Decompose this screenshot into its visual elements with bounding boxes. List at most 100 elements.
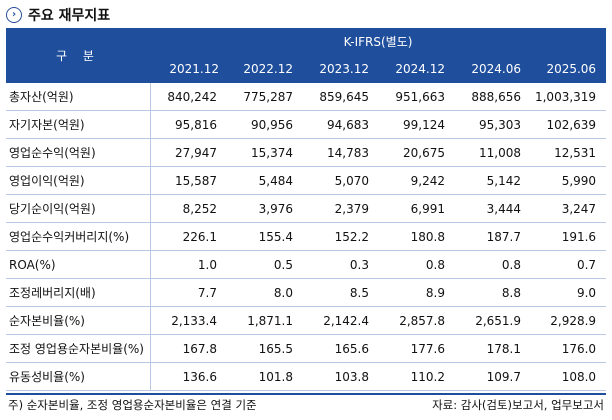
row-label: 순자본비율(%): [6, 306, 150, 335]
table-cell: 187.7: [455, 222, 531, 251]
table-cell: 2,379: [303, 194, 379, 223]
table-cell: 99,124: [379, 110, 455, 139]
table-cell: 27,947: [149, 138, 227, 167]
table-row: 영업이익(억원) 15,587 5,484 5,070 9,242 5,142 …: [6, 166, 607, 195]
table-cell: 177.6: [379, 334, 455, 363]
table-cell: 191.6: [531, 222, 607, 251]
column-header: 2022.12: [227, 54, 303, 83]
table-cell: 5,142: [455, 166, 531, 195]
column-header: 2025.06: [531, 54, 607, 83]
row-label: 유동성비율(%): [6, 362, 150, 391]
table-cell: 3,247: [531, 194, 607, 223]
table-cell: 178.1: [455, 334, 531, 363]
column-header: 2021.12: [150, 54, 227, 83]
table-cell: 3,444: [455, 194, 531, 223]
table-cell: 226.1: [149, 222, 227, 251]
table-row: 유동성비율(%) 136.6 101.8 103.8 110.2 109.7 1…: [6, 362, 607, 391]
table-cell: 155.4: [227, 222, 303, 251]
group-header: K-IFRS(별도): [150, 28, 607, 54]
table-cell: 0.7: [531, 250, 607, 279]
row-label: 영업순수익(억원): [6, 138, 150, 167]
table-cell: 0.8: [379, 250, 455, 279]
table-row: 당기순이익(억원) 8,252 3,976 2,379 6,991 3,444 …: [6, 194, 607, 223]
table-row: ROA(%) 1.0 0.5 0.3 0.8 0.8 0.7: [6, 250, 607, 279]
table-cell: 8.5: [303, 278, 379, 307]
table-cell: 0.8: [455, 250, 531, 279]
table-cell: 6,991: [379, 194, 455, 223]
table-cell: 5,484: [227, 166, 303, 195]
table-cell: 94,683: [303, 110, 379, 139]
source-note: 자료: 감사(검토)보고서, 업무보고서: [432, 398, 604, 412]
table-footer: 주) 순자본비율, 조정 영업용순자본비율은 연결 기준 자료: 감사(검토)보…: [6, 393, 606, 415]
table-cell: 840,242: [149, 83, 227, 111]
table-cell: 9,242: [379, 166, 455, 195]
section-title-row: › 주요 재무지표: [6, 3, 110, 27]
table-cell: 2,651.9: [455, 306, 531, 335]
table-cell: 95,816: [149, 110, 227, 139]
table-cell: 1,871.1: [227, 306, 303, 335]
table-cell: 101.8: [227, 362, 303, 391]
table-cell: 0.3: [303, 250, 379, 279]
table-row: 조정레버리지(배) 7.7 8.0 8.5 8.9 8.8 9.0: [6, 278, 607, 307]
table-cell: 775,287: [227, 83, 303, 111]
table-cell: 2,142.4: [303, 306, 379, 335]
table-cell: 14,783: [303, 138, 379, 167]
chevron-right-circle-icon: ›: [6, 7, 22, 23]
table-cell: 8.9: [379, 278, 455, 307]
table-cell: 3,976: [227, 194, 303, 223]
row-label: 총자산(억원): [6, 83, 150, 111]
table-cell: 2,133.4: [149, 306, 227, 335]
table-cell: 90,956: [227, 110, 303, 139]
table-row: 자기자본(억원) 95,816 90,956 94,683 99,124 95,…: [6, 110, 607, 139]
row-label: 영업이익(억원): [6, 166, 150, 195]
row-label: ROA(%): [6, 250, 150, 279]
table-row: 순자본비율(%) 2,133.4 1,871.1 2,142.4 2,857.8…: [6, 306, 607, 335]
table-cell: 5,990: [531, 166, 607, 195]
table-cell: 2,928.9: [531, 306, 607, 335]
table-cell: 165.6: [303, 334, 379, 363]
table-cell: 152.2: [303, 222, 379, 251]
table-cell: 7.7: [149, 278, 227, 307]
table-cell: 8.0: [227, 278, 303, 307]
table-cell: 11,008: [455, 138, 531, 167]
column-header: 2023.12: [303, 54, 379, 83]
table-cell: 165.5: [227, 334, 303, 363]
table-cell: 180.8: [379, 222, 455, 251]
table-cell: 109.7: [455, 362, 531, 391]
column-header: 2024.12: [379, 54, 455, 83]
table-body: 총자산(억원) 840,242 775,287 859,645 951,663 …: [6, 83, 607, 391]
table-row: 영업순수익(억원) 27,947 15,374 14,783 20,675 11…: [6, 138, 607, 167]
table-cell: 2,857.8: [379, 306, 455, 335]
table-cell: 20,675: [379, 138, 455, 167]
table-cell: 8.8: [455, 278, 531, 307]
table-row: 영업순수익커버리지(%) 226.1 155.4 152.2 180.8 187…: [6, 222, 607, 251]
table-cell: 951,663: [379, 83, 455, 111]
label-column-header: 구 분: [6, 28, 150, 83]
table-cell: 102,639: [531, 110, 607, 139]
table-cell: 15,374: [227, 138, 303, 167]
column-header: 2024.06: [455, 54, 531, 83]
table-cell: 176.0: [531, 334, 607, 363]
table-cell: 108.0: [531, 362, 607, 391]
table-cell: 888,656: [455, 83, 531, 111]
table-cell: 9.0: [531, 278, 607, 307]
row-label: 조정 영업용순자본비율(%): [6, 334, 150, 363]
table-cell: 136.6: [149, 362, 227, 391]
table-cell: 12,531: [531, 138, 607, 167]
row-label: 조정레버리지(배): [6, 278, 150, 307]
table-cell: 103.8: [303, 362, 379, 391]
row-label: 당기순이익(억원): [6, 194, 150, 223]
table-cell: 1,003,319: [531, 83, 607, 111]
table-row: 조정 영업용순자본비율(%) 167.8 165.5 165.6 177.6 1…: [6, 334, 607, 363]
footnote: 주) 순자본비율, 조정 영업용순자본비율은 연결 기준: [8, 398, 257, 412]
table-cell: 15,587: [149, 166, 227, 195]
table-cell: 0.5: [227, 250, 303, 279]
table-cell: 110.2: [379, 362, 455, 391]
financial-table: 구 분 K-IFRS(별도) 2021.12 2022.12 2023.12 2…: [6, 28, 607, 391]
row-label: 영업순수익커버리지(%): [6, 222, 150, 251]
table-cell: 1.0: [149, 250, 227, 279]
table-cell: 167.8: [149, 334, 227, 363]
table-row: 총자산(억원) 840,242 775,287 859,645 951,663 …: [6, 83, 607, 111]
table-cell: 859,645: [303, 83, 379, 111]
section-title: 주요 재무지표: [28, 8, 111, 24]
